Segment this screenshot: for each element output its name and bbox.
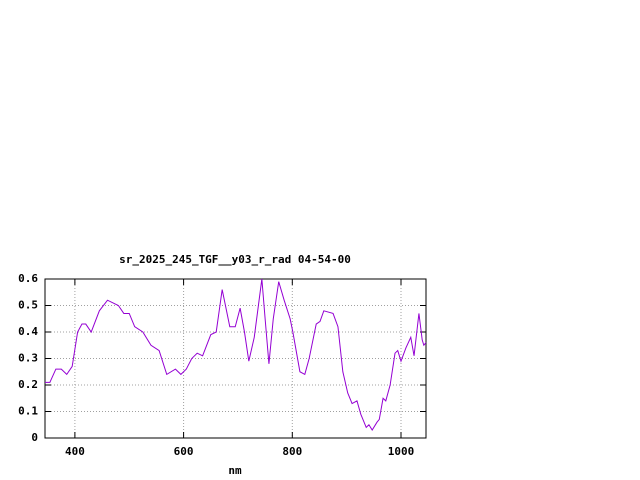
y-tick-label: 0.4 <box>18 325 38 338</box>
plot-border <box>44 278 427 439</box>
x-axis-label: nm <box>228 464 242 477</box>
x-tick-label: 600 <box>174 445 194 458</box>
y-tick-label: 0.6 <box>18 272 38 285</box>
y-tick-label: 0.5 <box>18 299 38 312</box>
x-tick-label: 400 <box>65 445 85 458</box>
y-tick-label: 0.3 <box>18 352 38 365</box>
chart-title: sr_2025_245_TGF__y03_r_rad 04-54-00 <box>119 253 351 266</box>
y-tick-label: 0.1 <box>18 405 38 418</box>
x-tick-label: 1000 <box>388 445 415 458</box>
y-tick-label: 0.2 <box>18 378 38 391</box>
y-tick-label: 0 <box>31 431 38 444</box>
x-tick-label: 800 <box>282 445 302 458</box>
data-line <box>45 278 427 432</box>
